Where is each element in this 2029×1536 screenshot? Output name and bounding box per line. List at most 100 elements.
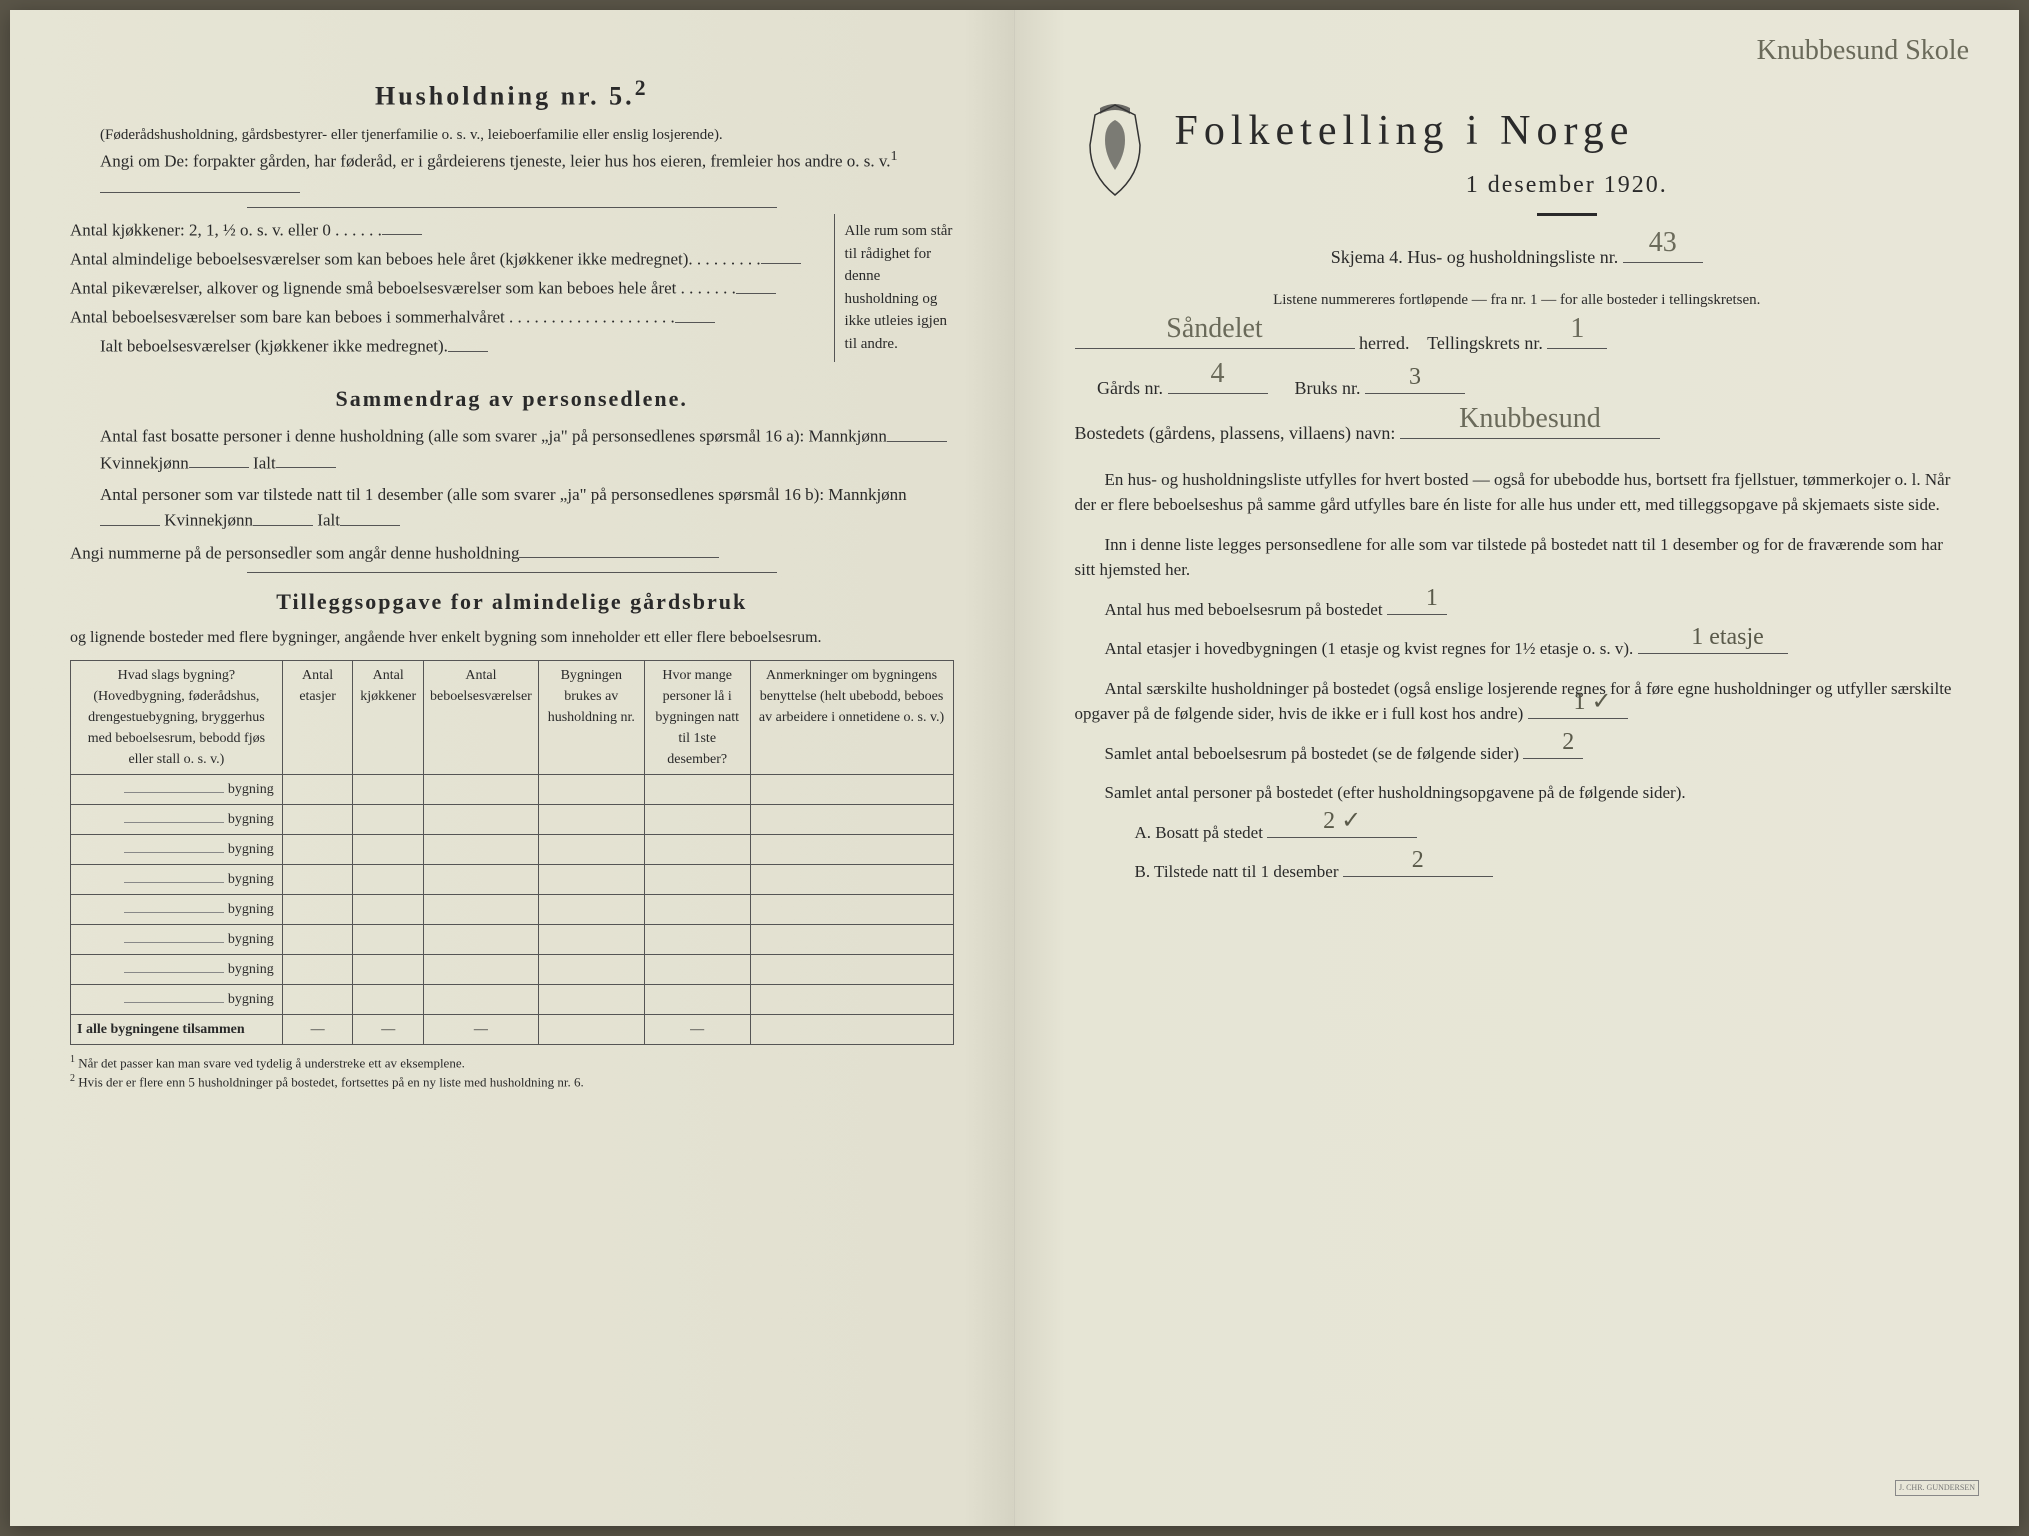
table-row: bygning <box>71 924 954 954</box>
empty-cell <box>750 864 953 894</box>
th-2: Antal etasjer <box>282 660 353 774</box>
tf-label: I alle bygningene tilsammen <box>71 1014 283 1044</box>
title-bar <box>1537 213 1597 216</box>
tf-3: — <box>423 1014 538 1044</box>
empty-cell <box>353 864 424 894</box>
tilstede-line: B. Tilstede natt til 1 desember 2 <box>1075 859 1960 885</box>
antal-hus-line: Antal hus med beboelsesrum på bostedet 1 <box>1075 597 1960 623</box>
empty-cell <box>644 954 750 984</box>
etasjer-line: Antal etasjer i hovedbygningen (1 etasje… <box>1075 636 1960 662</box>
bosted-label: Bostedets (gårdens, plassens, villaens) … <box>1075 423 1396 443</box>
bygning-cell: bygning <box>71 804 283 834</box>
empty-cell <box>282 864 353 894</box>
tf-2: — <box>353 1014 424 1044</box>
empty-cell <box>750 834 953 864</box>
empty-cell <box>538 954 644 984</box>
empty-cell <box>423 894 538 924</box>
empty-cell <box>538 774 644 804</box>
samlet-beboe-value: 2 <box>1532 724 1574 760</box>
footnote-2: 2 Hvis der er flere enn 5 husholdninger … <box>70 1072 954 1091</box>
intro-sup: 1 <box>891 148 898 164</box>
empty-cell <box>282 924 353 954</box>
table-row: bygning <box>71 834 954 864</box>
tf-1: — <box>282 1014 353 1044</box>
krets-label: Tellingskrets nr. <box>1427 333 1543 353</box>
empty-cell <box>750 894 953 924</box>
empty-cell <box>423 984 538 1014</box>
title-row: Folketelling i Norge 1 desember 1920. <box>1075 100 1960 226</box>
husholdning-title: Husholdning nr. 5.2 <box>70 72 954 116</box>
empty-cell <box>353 954 424 984</box>
empty-cell <box>353 984 424 1014</box>
herred-label: herred. <box>1359 333 1409 353</box>
empty-cell <box>644 834 750 864</box>
table-header-row: Hvad slags bygning? (Hovedbygning, føder… <box>71 660 954 774</box>
top-handwriting: Knubbesund Skole <box>1757 30 1969 72</box>
empty-cell <box>282 834 353 864</box>
empty-cell <box>538 864 644 894</box>
sammen-line-1: Antal fast bosatte personer i denne hush… <box>70 423 954 475</box>
table-row: bygning <box>71 774 954 804</box>
empty-cell <box>538 804 644 834</box>
empty-cell <box>644 774 750 804</box>
th-5: Bygningen brukes av husholdning nr. <box>538 660 644 774</box>
samlet-pers-line: Samlet antal personer på bostedet (efter… <box>1075 780 1960 806</box>
gards-value: 4 <box>1211 353 1225 395</box>
tilstede-value: 2 <box>1412 842 1424 878</box>
tillegg-title: Tilleggsopgave for almindelige gårdsbruk <box>70 585 954 618</box>
skjema-label: Skjema 4. Hus- og husholdningsliste nr. <box>1331 247 1619 267</box>
left-page: Husholdning nr. 5.2 (Føderådshusholdning… <box>10 10 1015 1526</box>
tf-4 <box>538 1014 644 1044</box>
bosatt-line: A. Bosatt på stedet 2 ✓ <box>1075 820 1960 846</box>
bygning-cell: bygning <box>71 864 283 894</box>
th-1: Hvad slags bygning? (Hovedbygning, føder… <box>71 660 283 774</box>
herred-line: Såndelet herred. Tellingskrets nr. 1 <box>1075 330 1960 357</box>
empty-cell <box>282 894 353 924</box>
skjema-nr-value: 43 <box>1649 222 1677 264</box>
table-row: bygning <box>71 894 954 924</box>
bosatt-value: 2 ✓ <box>1323 803 1361 839</box>
printer-stamp: J. CHR. GUNDERSEN <box>1895 1480 1979 1496</box>
empty-cell <box>423 864 538 894</box>
krets-value: 1 <box>1570 308 1584 350</box>
th-3: Antal kjøkkener <box>353 660 424 774</box>
right-page: Knubbesund Skole Folketelling i Norge 1 … <box>1015 10 2020 1526</box>
kitchen-line-1: Antal kjøkkener: 2, 1, ½ o. s. v. eller … <box>70 217 834 243</box>
skjema-line: Skjema 4. Hus- og husholdningsliste nr. … <box>1075 244 1960 271</box>
empty-cell <box>750 774 953 804</box>
kitchen-line-5: Ialt beboelsesværelser (kjøkkener ikke m… <box>70 333 834 359</box>
th-4: Antal beboelsesværelser <box>423 660 538 774</box>
bygning-cell: bygning <box>71 774 283 804</box>
empty-cell <box>423 834 538 864</box>
empty-cell <box>750 804 953 834</box>
bruks-value: 3 <box>1409 359 1421 395</box>
empty-cell <box>423 924 538 954</box>
empty-cell <box>353 834 424 864</box>
empty-cell <box>353 894 424 924</box>
empty-cell <box>644 864 750 894</box>
empty-cell <box>538 894 644 924</box>
th-7: Anmerkninger om bygningens benyttelse (h… <box>750 660 953 774</box>
table-footer-row: I alle bygningene tilsammen — — — — <box>71 1014 954 1044</box>
etasjer-value: 1 etasje <box>1661 619 1764 655</box>
table-row: bygning <box>71 864 954 894</box>
husholdning-title-sup: 2 <box>635 76 649 100</box>
divider-2 <box>247 572 777 573</box>
brace-text: Alle rum som står til rådighet for denne… <box>845 220 954 355</box>
empty-cell <box>750 954 953 984</box>
table-row: bygning <box>71 954 954 984</box>
coat-of-arms-icon <box>1075 100 1155 200</box>
bosted-line: Bostedets (gårdens, plassens, villaens) … <box>1075 420 1960 447</box>
footnote-1: 1 Når det passer kan man svare ved tydel… <box>70 1053 954 1072</box>
sammen-line-2: Antal personer som var tilstede natt til… <box>70 482 954 534</box>
empty-cell <box>282 954 353 984</box>
empty-cell <box>282 984 353 1014</box>
kitchen-line-3: Antal pikeværelser, alkover og lignende … <box>70 275 834 301</box>
empty-cell <box>538 924 644 954</box>
brace-note: Alle rum som står til rådighet for denne… <box>834 214 954 363</box>
empty-cell <box>353 924 424 954</box>
intro-angi-a: Angi om De: <box>100 152 189 171</box>
saerskilt-value: 1 ✓ <box>1543 684 1611 720</box>
empty-cell <box>644 984 750 1014</box>
subtitle: 1 desember 1920. <box>1175 167 1960 203</box>
